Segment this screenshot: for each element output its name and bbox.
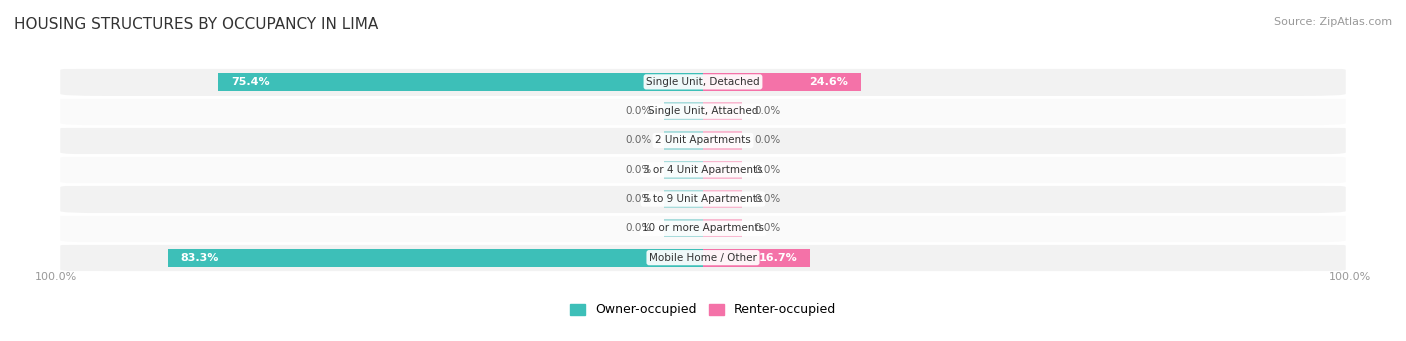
Text: Single Unit, Detached: Single Unit, Detached (647, 77, 759, 87)
FancyBboxPatch shape (60, 185, 1346, 213)
Bar (703, 190, 741, 208)
Text: 100.0%: 100.0% (1329, 272, 1371, 282)
Text: 100.0%: 100.0% (35, 272, 77, 282)
Text: 3 or 4 Unit Apartments: 3 or 4 Unit Apartments (643, 165, 763, 175)
Text: 0.0%: 0.0% (755, 106, 780, 116)
Text: 24.6%: 24.6% (810, 77, 848, 87)
Text: 0.0%: 0.0% (755, 135, 780, 146)
Text: Mobile Home / Other: Mobile Home / Other (650, 253, 756, 263)
Text: 0.0%: 0.0% (755, 223, 780, 233)
Bar (167, 249, 703, 267)
Text: 0.0%: 0.0% (626, 135, 651, 146)
FancyBboxPatch shape (60, 156, 1346, 184)
Text: 0.0%: 0.0% (626, 106, 651, 116)
Text: 16.7%: 16.7% (759, 253, 797, 263)
FancyBboxPatch shape (60, 243, 1346, 272)
Text: 83.3%: 83.3% (180, 253, 219, 263)
Bar (703, 161, 741, 179)
Text: 0.0%: 0.0% (755, 165, 780, 175)
Text: 5 to 9 Unit Apartments: 5 to 9 Unit Apartments (644, 194, 762, 204)
Bar (665, 190, 703, 208)
Bar (665, 161, 703, 179)
Text: 2 Unit Apartments: 2 Unit Apartments (655, 135, 751, 146)
Bar (665, 219, 703, 237)
FancyBboxPatch shape (60, 68, 1346, 96)
Text: 0.0%: 0.0% (626, 165, 651, 175)
Bar (703, 73, 860, 91)
Text: 0.0%: 0.0% (626, 223, 651, 233)
FancyBboxPatch shape (60, 97, 1346, 125)
Text: 0.0%: 0.0% (755, 194, 780, 204)
FancyBboxPatch shape (60, 127, 1346, 154)
Bar (703, 249, 810, 267)
Text: HOUSING STRUCTURES BY OCCUPANCY IN LIMA: HOUSING STRUCTURES BY OCCUPANCY IN LIMA (14, 17, 378, 32)
Bar (665, 102, 703, 120)
Text: Source: ZipAtlas.com: Source: ZipAtlas.com (1274, 17, 1392, 27)
Text: 75.4%: 75.4% (231, 77, 270, 87)
Bar (703, 219, 741, 237)
Text: Single Unit, Attached: Single Unit, Attached (648, 106, 758, 116)
Bar (218, 73, 703, 91)
Text: 0.0%: 0.0% (626, 194, 651, 204)
Legend: Owner-occupied, Renter-occupied: Owner-occupied, Renter-occupied (565, 298, 841, 321)
Bar (703, 102, 741, 120)
Bar (703, 131, 741, 150)
FancyBboxPatch shape (60, 214, 1346, 242)
Text: 10 or more Apartments: 10 or more Apartments (643, 223, 763, 233)
Bar (665, 131, 703, 150)
